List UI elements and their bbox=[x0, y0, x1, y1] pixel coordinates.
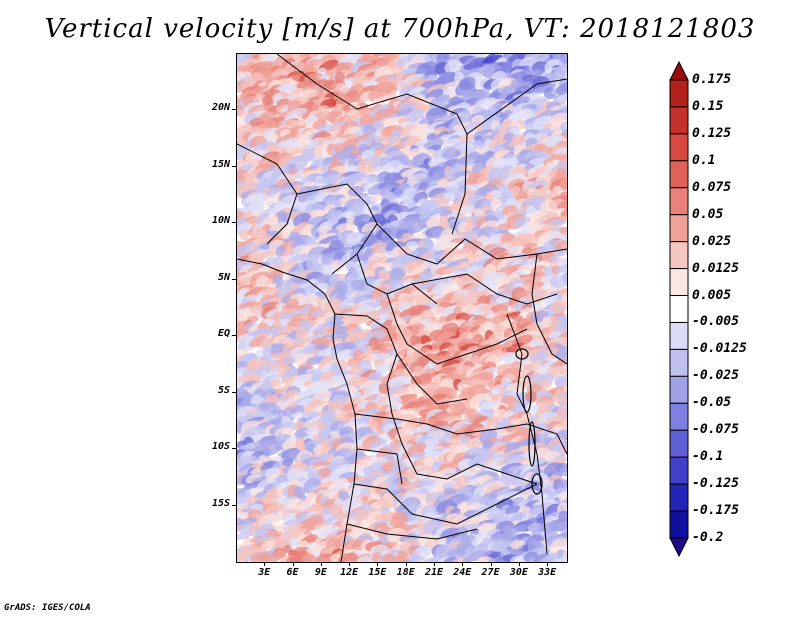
lon-tick bbox=[462, 562, 464, 566]
colorbar-tick-label: 0.1 bbox=[692, 152, 716, 168]
colorbar-box bbox=[669, 79, 689, 108]
colorbar-box bbox=[669, 160, 689, 189]
lat-tick-label: 5S bbox=[217, 384, 230, 396]
lon-tick bbox=[405, 562, 407, 566]
lon-tick-label: 33E bbox=[538, 567, 557, 578]
colorbar-tick-label: 0.0125 bbox=[692, 260, 739, 276]
lat-tick bbox=[232, 335, 236, 337]
colorbar-box bbox=[669, 106, 689, 135]
colorbar-tick-label: 0.125 bbox=[692, 125, 732, 141]
colorbar-tick-label: 0.15 bbox=[692, 98, 724, 114]
colorbar-box bbox=[669, 214, 689, 243]
lon-tick-label: 12E bbox=[340, 567, 359, 578]
colorbar-tick-label: 0.05 bbox=[692, 206, 724, 222]
lon-tick bbox=[292, 562, 294, 566]
colorbar-tick-label: 0.025 bbox=[692, 233, 732, 249]
colorbar-box bbox=[669, 321, 689, 350]
lon-tick-label: 18E bbox=[396, 567, 415, 578]
colorbar-tick-label: -0.175 bbox=[692, 503, 739, 519]
colorbar-box bbox=[669, 375, 689, 404]
colorbar-tick-label: -0.05 bbox=[692, 395, 732, 411]
lon-tick bbox=[490, 562, 492, 566]
colorbar-tick-label: 0.075 bbox=[692, 179, 732, 195]
colorbar-box bbox=[669, 241, 689, 270]
lon-tick-label: 30E bbox=[509, 567, 528, 578]
lon-tick bbox=[264, 562, 266, 566]
colorbar-box bbox=[669, 187, 689, 216]
vertical-velocity-field bbox=[237, 54, 567, 562]
colorbar-tick-label: -0.025 bbox=[692, 368, 739, 384]
colorbar-box bbox=[669, 510, 689, 539]
colorbar-tick-label: -0.2 bbox=[692, 530, 724, 545]
colorbar-tick-label: 0.005 bbox=[692, 287, 732, 303]
chart-title: Vertical velocity [m/s] at 700hPa, VT: 2… bbox=[44, 14, 756, 44]
colorbar-max-arrow bbox=[669, 60, 689, 81]
lat-tick-label: 15S bbox=[211, 497, 230, 509]
lon-tick bbox=[377, 562, 379, 566]
lon-tick bbox=[320, 562, 322, 566]
lat-tick bbox=[232, 109, 236, 111]
colorbar-min-arrow bbox=[669, 537, 689, 558]
lon-tick-label: 3E bbox=[258, 567, 271, 578]
lon-tick-label: 6E bbox=[286, 567, 299, 578]
colorbar-tick-label: -0.125 bbox=[692, 476, 739, 492]
lon-tick-label: 9E bbox=[314, 567, 327, 578]
lat-tick bbox=[232, 278, 236, 280]
lon-tick-label: 15E bbox=[368, 567, 387, 578]
colorbar-box bbox=[669, 348, 689, 377]
colorbar-box bbox=[669, 402, 689, 431]
lat-tick-label: 10S bbox=[211, 441, 230, 453]
lon-tick bbox=[547, 562, 549, 566]
colorbar-tick-label: -0.005 bbox=[692, 314, 739, 330]
map-panel bbox=[236, 53, 568, 563]
lat-tick-label: EQ bbox=[217, 328, 230, 340]
lat-tick-label: 20N bbox=[211, 102, 230, 114]
lon-tick bbox=[518, 562, 520, 566]
lon-tick-label: 27E bbox=[481, 567, 500, 578]
lat-tick bbox=[232, 448, 236, 450]
colorbar-box bbox=[669, 483, 689, 512]
lon-tick bbox=[349, 562, 351, 566]
country-borders bbox=[237, 54, 567, 562]
lon-tick-label: 21E bbox=[424, 567, 444, 578]
colorbar-box bbox=[669, 429, 689, 458]
colorbar-box bbox=[669, 268, 689, 297]
grads-credit: GrADS: IGES/COLA bbox=[4, 603, 91, 613]
lon-tick-label: 24E bbox=[453, 567, 472, 578]
colorbar-box bbox=[669, 456, 689, 485]
lat-tick-label: 10N bbox=[211, 215, 230, 227]
lat-tick bbox=[232, 391, 236, 393]
colorbar-tick-label: -0.0125 bbox=[692, 341, 747, 357]
lat-tick-label: 15N bbox=[211, 158, 230, 170]
colorbar-tick-label: -0.1 bbox=[692, 449, 724, 465]
lat-tick bbox=[232, 504, 236, 506]
lat-tick bbox=[232, 222, 236, 224]
lon-tick bbox=[434, 562, 435, 566]
colorbar-tick-label: 0.175 bbox=[692, 72, 732, 87]
colorbar-tick-label: -0.075 bbox=[692, 422, 739, 438]
lat-tick bbox=[232, 165, 236, 167]
colorbar-box bbox=[669, 295, 689, 323]
velocity-cells bbox=[237, 54, 567, 562]
lat-tick-label: 5N bbox=[217, 271, 230, 283]
colorbar-box bbox=[669, 133, 689, 162]
